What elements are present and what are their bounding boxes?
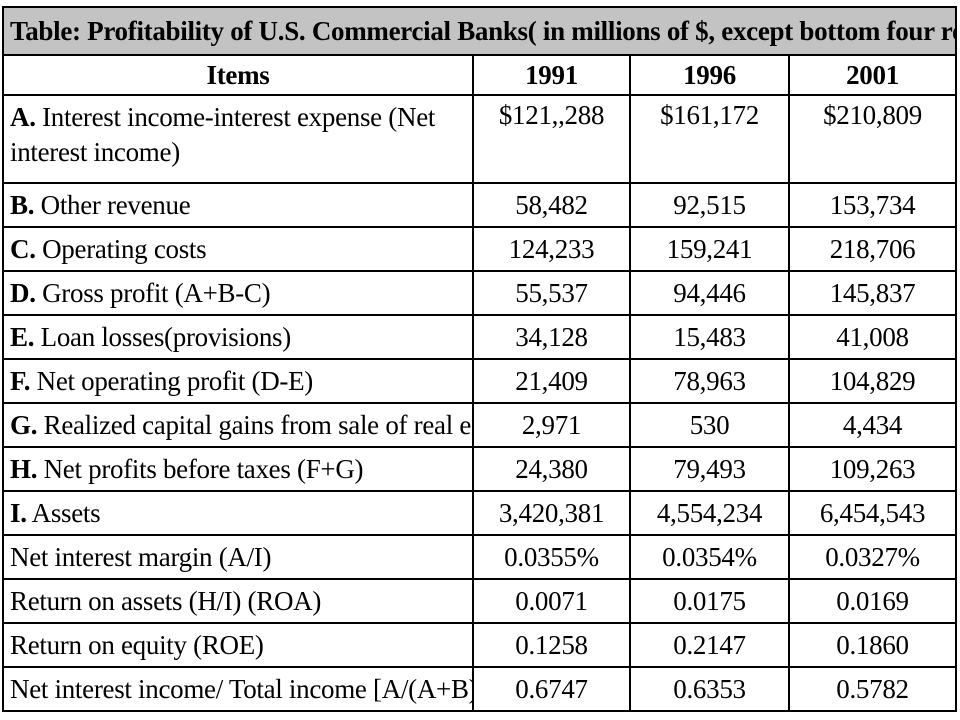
row-label: Return on equity (ROE) [2, 622, 474, 668]
cell-1991: 24,380 [472, 446, 631, 492]
table-row: C. Operating costs 124,233 159,241 218,7… [2, 226, 958, 272]
cell-2001: 0.5782 [787, 666, 958, 712]
row-label: Net interest margin (A/I) [2, 534, 474, 580]
row-label: C. Operating costs [2, 226, 474, 272]
row-letter: C. [10, 233, 36, 264]
cell-2001: 109,263 [787, 446, 958, 492]
row-label: B. Other revenue [2, 182, 474, 228]
table-row: B. Other revenue 58,482 92,515 153,734 [2, 182, 958, 228]
cell-2001: 104,829 [787, 358, 958, 404]
cell-1991: $121,,288 [472, 94, 631, 184]
table-row: I. Assets 3,420,381 4,554,234 6,454,543 [2, 490, 958, 536]
cell-1991: 124,233 [472, 226, 631, 272]
cell-2001: 0.1860 [787, 622, 958, 668]
cell-1996: 94,446 [629, 270, 790, 316]
cell-2001: 145,837 [787, 270, 958, 316]
table-row: D. Gross profit (A+B-C) 55,537 94,446 14… [2, 270, 958, 316]
row-label-text: Other revenue [34, 189, 191, 220]
cell-2001: 0.0169 [787, 578, 958, 624]
row-label-text: Operating costs [35, 233, 207, 264]
table-row: E. Loan losses(provisions) 34,128 15,483… [2, 314, 958, 360]
row-letter: D. [10, 277, 36, 308]
cell-1996: 0.0175 [629, 578, 790, 624]
table-body: A. Interest income-interest expense (Net… [2, 94, 958, 712]
table-row: Net interest income/ Total income [A/(A+… [2, 666, 958, 712]
row-letter: A. [10, 102, 36, 132]
profitability-table: Table: Profitability of U.S. Commercial … [1, 6, 958, 712]
row-label-text: Net operating profit (D-E) [30, 365, 314, 396]
table-title-row: Table: Profitability of U.S. Commercial … [1, 6, 958, 56]
cell-1996: 15,483 [629, 314, 790, 360]
cell-2001: 41,008 [787, 314, 958, 360]
row-letter: I. [10, 497, 27, 528]
table-row: Return on assets (H/I) (ROA) 0.0071 0.01… [2, 578, 958, 624]
cell-1996: 78,963 [629, 358, 790, 404]
row-label-text: Net profits before taxes (F+G) [37, 453, 364, 484]
cell-1996: 0.2147 [629, 622, 790, 668]
cell-1991: 0.0355% [472, 534, 631, 580]
table-row: Return on equity (ROE) 0.1258 0.2147 0.1… [2, 622, 958, 668]
cell-1991: 0.0071 [472, 578, 631, 624]
cell-1991: 34,128 [472, 314, 631, 360]
cell-1996: 0.0354% [629, 534, 790, 580]
header-items: Items [2, 54, 474, 96]
row-letter: F. [10, 365, 31, 396]
row-label-text: Loan losses(provisions) [34, 321, 292, 352]
row-label-text: Gross profit (A+B-C) [35, 277, 271, 308]
cell-2001: 6,454,543 [787, 490, 958, 536]
cell-1996: 530 [629, 402, 790, 448]
cell-1991: 0.6747 [472, 666, 631, 712]
row-label: H. Net profits before taxes (F+G) [2, 446, 474, 492]
cell-1991: 21,409 [472, 358, 631, 404]
cell-1996: 0.6353 [629, 666, 790, 712]
row-label: I. Assets [2, 490, 474, 536]
cell-1991: 2,971 [472, 402, 631, 448]
row-letter: H. [10, 453, 38, 484]
cell-2001: 153,734 [787, 182, 958, 228]
cell-1996: $161,172 [629, 94, 790, 184]
cell-1991: 0.1258 [472, 622, 631, 668]
cell-1991: 58,482 [472, 182, 631, 228]
table-row: Net interest margin (A/I) 0.0355% 0.0354… [2, 534, 958, 580]
cell-1996: 92,515 [629, 182, 790, 228]
cell-1996: 79,493 [629, 446, 790, 492]
cell-2001: 218,706 [787, 226, 958, 272]
row-letter: G. [10, 409, 38, 440]
row-label-text: Interest income-interest expense (Net in… [10, 102, 436, 168]
row-label: A. Interest income-interest expense (Net… [2, 94, 474, 184]
cell-1996: 159,241 [629, 226, 790, 272]
cell-1991: 55,537 [472, 270, 631, 316]
row-label: D. Gross profit (A+B-C) [2, 270, 474, 316]
cell-2001: 4,434 [787, 402, 958, 448]
table-row: H. Net profits before taxes (F+G) 24,380… [2, 446, 958, 492]
row-label: F. Net operating profit (D-E) [2, 358, 474, 404]
row-letter: B. [10, 189, 35, 220]
table-row: A. Interest income-interest expense (Net… [2, 94, 958, 184]
row-letter: E. [10, 321, 35, 352]
row-label: G. Realized capital gains from sale of r… [2, 402, 474, 448]
row-label: Net interest income/ Total income [A/(A+… [2, 666, 474, 712]
table-row: F. Net operating profit (D-E) 21,409 78,… [2, 358, 958, 404]
header-1991: 1991 [472, 54, 631, 96]
row-label-text: Realized capital gains from sale of real… [37, 409, 473, 440]
cell-1991: 3,420,381 [472, 490, 631, 536]
header-2001: 2001 [787, 54, 958, 96]
row-label: Return on assets (H/I) (ROA) [2, 578, 474, 624]
row-label-text: Assets [26, 497, 101, 528]
table-title: Table: Profitability of U.S. Commercial … [1, 6, 958, 56]
table-header-row: Items 1991 1996 2001 [2, 54, 958, 96]
row-label: E. Loan losses(provisions) [2, 314, 474, 360]
cell-1996: 4,554,234 [629, 490, 790, 536]
header-1996: 1996 [629, 54, 790, 96]
cell-2001: 0.0327% [787, 534, 958, 580]
cell-2001: $210,809 [787, 94, 958, 184]
table-row: G. Realized capital gains from sale of r… [2, 402, 958, 448]
